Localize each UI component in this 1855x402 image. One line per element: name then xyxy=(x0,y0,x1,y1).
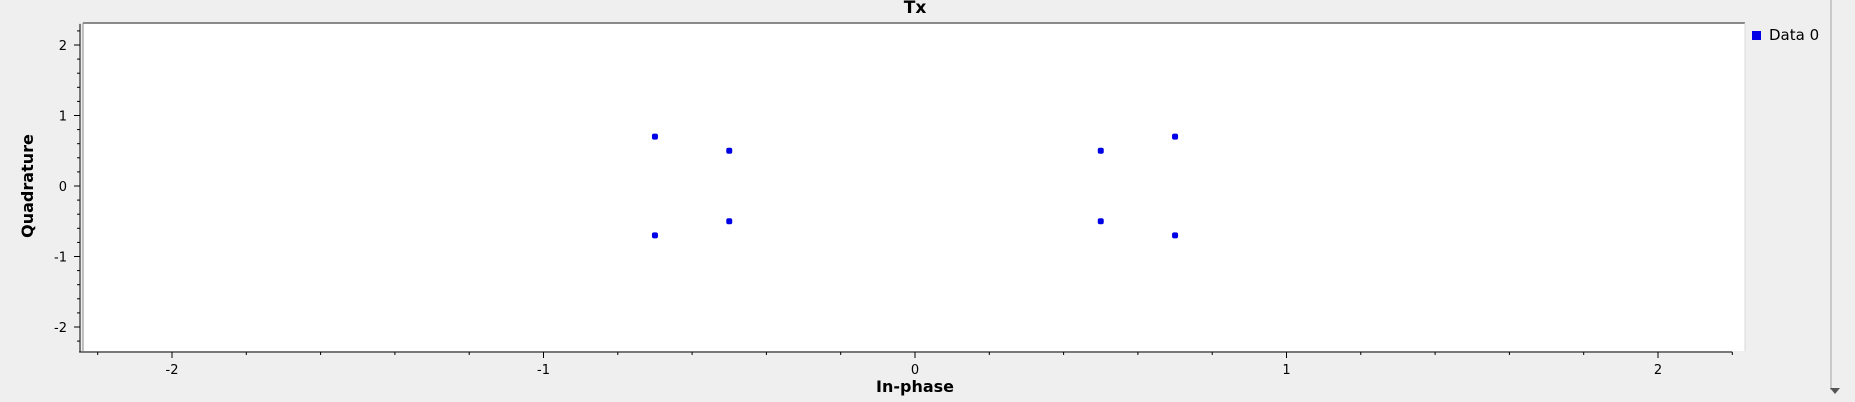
data-point xyxy=(651,133,658,140)
legend-swatch-data-0 xyxy=(1752,30,1761,40)
data-point xyxy=(651,232,658,239)
vertical-scrollbar[interactable] xyxy=(1829,0,1855,402)
legend-label-data-0: Data 0 xyxy=(1769,26,1820,44)
y-tick-label: 1 xyxy=(59,110,67,125)
y-tick-label: 2 xyxy=(59,39,67,54)
x-tick-label: -1 xyxy=(537,363,550,378)
y-axis-label: Quadrature xyxy=(18,134,37,238)
x-tick-label: 2 xyxy=(1654,363,1662,378)
y-tick-label: 0 xyxy=(59,180,67,195)
x-tick-label: 1 xyxy=(1282,363,1290,378)
x-tick-label: -2 xyxy=(166,363,179,378)
chart-title: Tx xyxy=(904,0,927,18)
data-point xyxy=(1097,218,1104,225)
data-point xyxy=(726,147,733,154)
y-tick-label: -2 xyxy=(54,321,67,336)
scroll-down-arrow-icon[interactable] xyxy=(1830,388,1840,394)
y-tick-label: -1 xyxy=(54,251,67,266)
scrollbar-track[interactable] xyxy=(1830,0,1832,390)
legend: Data 0 xyxy=(1752,26,1819,44)
plot-area xyxy=(83,23,1745,351)
x-tick-label: 0 xyxy=(911,363,919,378)
data-point xyxy=(1172,133,1179,140)
data-point xyxy=(1097,147,1104,154)
x-axis-label: In-phase xyxy=(876,377,954,396)
data-point xyxy=(726,218,733,225)
data-point xyxy=(1172,232,1179,239)
